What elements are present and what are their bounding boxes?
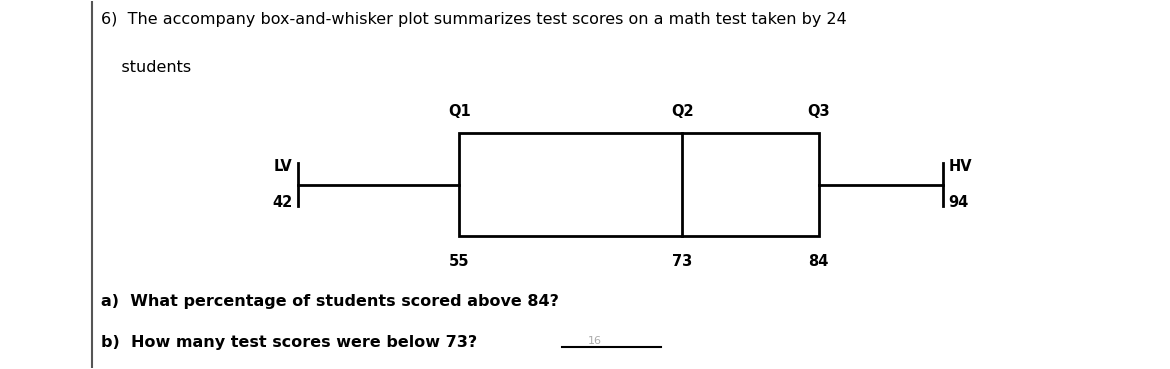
Text: Q1: Q1 xyxy=(448,104,470,118)
Text: 55: 55 xyxy=(449,254,469,269)
Text: HV: HV xyxy=(949,159,972,173)
Text: 84: 84 xyxy=(808,254,828,269)
Text: 42: 42 xyxy=(273,196,292,210)
Text: 73: 73 xyxy=(673,254,693,269)
Text: LV: LV xyxy=(274,159,292,173)
Text: b)  How many test scores were below 73?: b) How many test scores were below 73? xyxy=(101,335,476,350)
Text: 94: 94 xyxy=(949,196,969,210)
Text: students: students xyxy=(101,60,191,75)
Text: Q2: Q2 xyxy=(672,104,694,118)
Bar xyxy=(460,133,819,236)
Text: Q3: Q3 xyxy=(807,104,830,118)
Text: a)  What percentage of students scored above 84?: a) What percentage of students scored ab… xyxy=(101,294,558,309)
Text: 16: 16 xyxy=(587,337,601,346)
Text: 6)  The accompany box-and-whisker plot summarizes test scores on a math test tak: 6) The accompany box-and-whisker plot su… xyxy=(101,13,846,27)
